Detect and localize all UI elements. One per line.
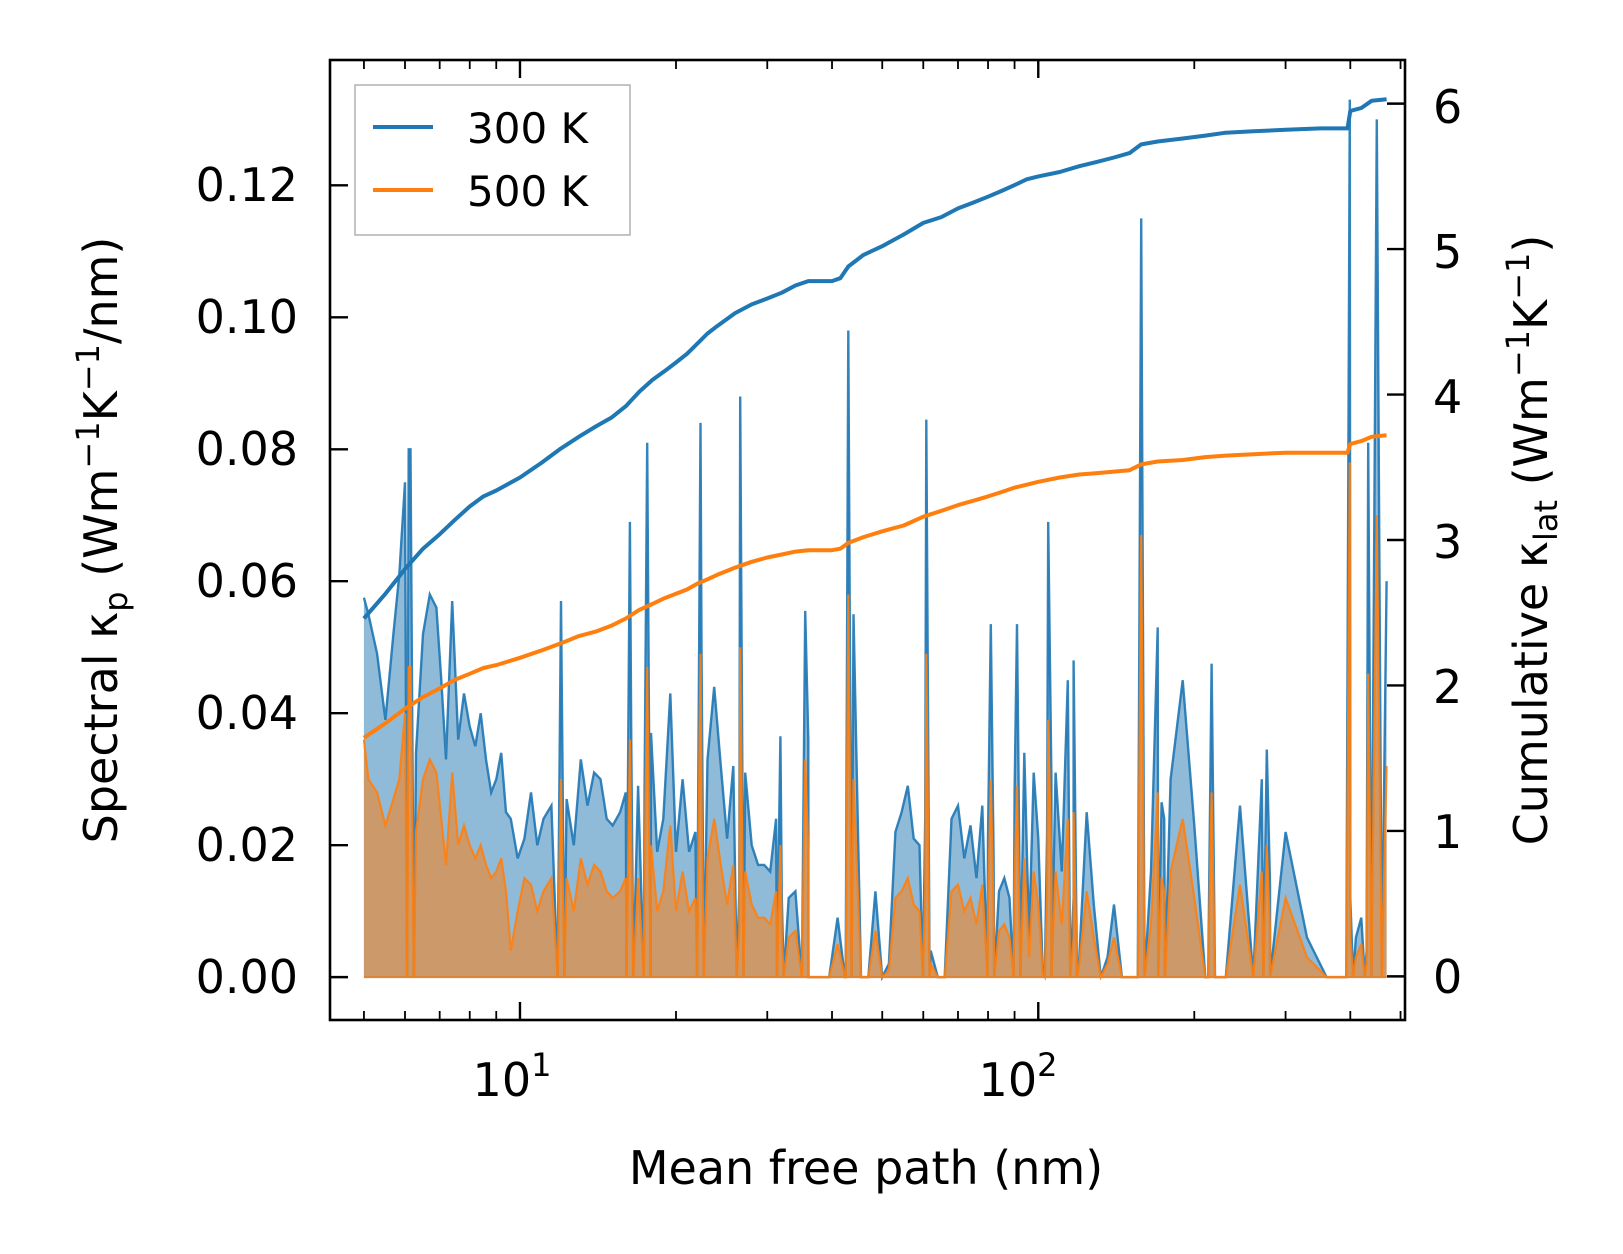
left-y-tick-label: 0.10 bbox=[196, 290, 298, 344]
ticks-layer bbox=[330, 60, 1405, 1020]
cumulative-layer bbox=[362, 97, 1387, 740]
left-y-tick-label: 0.02 bbox=[196, 818, 298, 872]
right-y-tick-label: 6 bbox=[1433, 80, 1462, 134]
cumulative-line-300k bbox=[362, 97, 1387, 620]
legend-box bbox=[354, 84, 631, 236]
cumulative-line-500k bbox=[362, 433, 1387, 740]
right-y-tick-label: 3 bbox=[1433, 515, 1462, 569]
x-axis-label: Mean free path (nm) bbox=[629, 1141, 1103, 1195]
spectral-area-500k bbox=[363, 462, 1387, 978]
left-y-tick-label: 0.06 bbox=[196, 554, 298, 608]
x-tick-label-100: 102 bbox=[979, 1046, 1058, 1107]
right-y-axis-label: Cumulative κlat (Wm−1K−1) bbox=[1499, 235, 1565, 846]
x-tick-label-10: 101 bbox=[473, 1046, 552, 1107]
legend: 300 K 500 K bbox=[354, 84, 631, 236]
left-y-tick-label: 0.04 bbox=[196, 686, 298, 740]
right-y-tick-label: 0 bbox=[1433, 950, 1462, 1004]
plot-frame bbox=[328, 58, 1407, 1022]
legend-label-500k: 500 K bbox=[467, 167, 590, 216]
left-y-tick-label: 0.00 bbox=[196, 950, 298, 1004]
left-y-tick-label: 0.12 bbox=[196, 158, 298, 212]
right-y-tick-label: 4 bbox=[1433, 370, 1462, 424]
spectral-layer bbox=[362, 99, 1388, 982]
left-y-tick-labels: 0.00 0.02 0.04 0.06 0.08 0.10 0.12 bbox=[196, 158, 298, 1004]
right-y-tick-label: 5 bbox=[1433, 225, 1462, 279]
right-y-tick-labels: 0 1 2 3 4 5 6 bbox=[1433, 80, 1462, 1004]
left-y-tick-label: 0.08 bbox=[196, 422, 298, 476]
legend-label-300k: 300 K bbox=[467, 104, 590, 153]
right-y-tick-label: 2 bbox=[1433, 660, 1462, 714]
right-y-tick-label: 1 bbox=[1433, 805, 1462, 859]
left-y-axis-label: Spectral κp (Wm−1K−1/nm) bbox=[69, 237, 135, 844]
